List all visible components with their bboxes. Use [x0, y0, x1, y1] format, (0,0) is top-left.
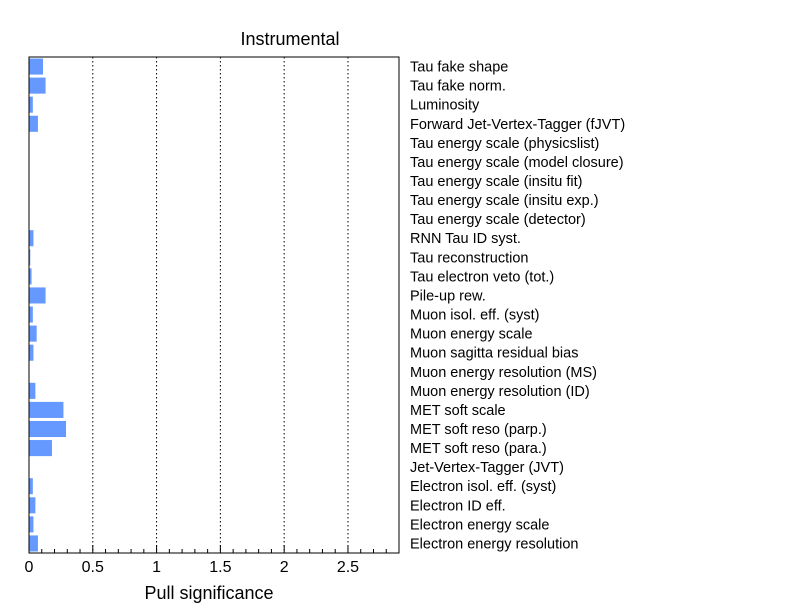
category-label: Tau fake shape	[410, 60, 508, 76]
x-tick-label: 0	[25, 559, 34, 576]
category-labels: Tau fake shape Tau fake norm. Luminosity Fo…	[410, 60, 625, 553]
category-label: MET soft reso (parp.)	[410, 422, 547, 438]
bar	[29, 382, 36, 399]
category-label: Muon energy scale	[410, 327, 533, 343]
bar	[29, 535, 38, 552]
bar	[29, 401, 64, 418]
category-label: Electron isol. eff. (syst)	[410, 479, 556, 495]
bar	[29, 249, 31, 266]
bar	[29, 497, 36, 514]
category-label: Muon energy resolution (MS)	[410, 365, 597, 381]
x-tick-label: 1.5	[209, 559, 231, 576]
category-label: Tau reconstruction	[410, 250, 528, 266]
category-label: Tau energy scale (model closure)	[410, 155, 624, 171]
bar	[29, 268, 32, 285]
category-label: RNN Tau ID syst.	[410, 231, 521, 247]
plot-frame	[28, 56, 400, 554]
x-axis-ticks: 0 0.5 1 1.5 2 2.5	[25, 545, 387, 576]
bar	[29, 440, 52, 457]
category-label: Electron energy scale	[410, 517, 549, 533]
category-label: MET soft reso (para.)	[410, 441, 547, 457]
bar	[29, 287, 46, 304]
bar	[29, 420, 66, 438]
bar	[29, 325, 37, 342]
bar	[29, 77, 46, 94]
category-label: Tau energy scale (insitu fit)	[410, 174, 582, 190]
category-label: Forward Jet-Vertex-Tagger (fJVT)	[410, 117, 625, 133]
x-axis-title: Pull significance	[144, 583, 273, 603]
x-tick-label: 1	[152, 559, 161, 576]
x-tick-label: 2	[280, 559, 289, 576]
category-label: Muon sagitta residual bias	[410, 346, 578, 362]
bar	[29, 230, 34, 247]
category-label: MET soft scale	[410, 403, 506, 419]
category-label: Tau energy scale (physicslist)	[410, 136, 599, 152]
category-label: Tau energy scale (insitu exp.)	[410, 193, 599, 209]
category-label: Tau fake norm.	[410, 79, 506, 95]
x-tick-label: 0.5	[82, 559, 104, 576]
category-label: Tau electron veto (tot.)	[410, 269, 554, 285]
category-label: Electron ID eff.	[410, 498, 506, 514]
bar	[29, 96, 33, 113]
category-label: Electron energy resolution	[410, 536, 578, 552]
category-label: Tau energy scale (detector)	[410, 212, 586, 228]
category-label: Jet-Vertex-Tagger (JVT)	[410, 460, 564, 476]
category-label: Muon energy resolution (ID)	[410, 384, 590, 400]
bars	[29, 58, 66, 552]
category-label: Luminosity	[410, 98, 480, 114]
bar	[29, 478, 33, 495]
bar	[29, 306, 33, 323]
chart-title: Instrumental	[240, 29, 339, 49]
bar	[29, 58, 44, 75]
category-label: Pile-up rew.	[410, 288, 486, 304]
x-tick-label: 2.5	[337, 559, 359, 576]
grid-lines	[92, 57, 349, 553]
bar	[29, 344, 34, 361]
category-label: Muon isol. eff. (syst)	[410, 308, 539, 324]
bar	[29, 516, 34, 533]
bar	[29, 115, 38, 132]
